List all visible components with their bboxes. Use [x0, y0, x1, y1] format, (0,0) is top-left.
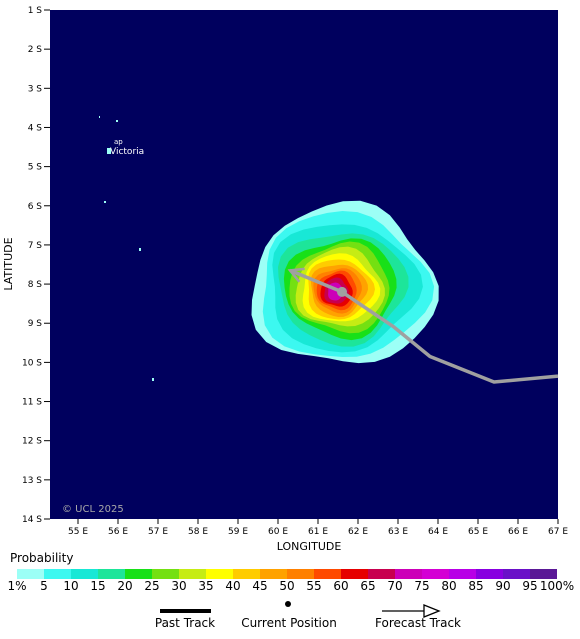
scale-swatch: [17, 569, 44, 579]
lat-tick-label: 9 S: [28, 319, 43, 329]
lon-tick-label: 58 E: [188, 527, 208, 537]
lat-tick-label: 4 S: [28, 123, 43, 133]
lat-tick-label: 6 S: [28, 202, 43, 212]
scale-swatch: [530, 569, 557, 579]
legend-tick-label: 25: [144, 579, 160, 593]
lon-tick-label: 59 E: [228, 527, 248, 537]
legend-tick-label: 70: [387, 579, 403, 593]
lon-tick-label: 65 E: [468, 527, 488, 537]
island-shape: [107, 148, 111, 154]
scale-swatch: [287, 569, 314, 579]
scale-swatch: [179, 569, 206, 579]
legend-tick-label: 85: [468, 579, 484, 593]
island-shape: [139, 248, 141, 251]
place-label-victoria: Victoria: [110, 147, 144, 157]
lat-tick-label: 14 S: [22, 515, 42, 525]
legend-tick-label: 1%: [7, 579, 27, 593]
scale-swatch: [503, 569, 530, 579]
scale-swatch: [422, 569, 449, 579]
past-track-label: Past Track: [154, 616, 216, 630]
lon-tick-label: 60 E: [268, 527, 288, 537]
lat-tick-label: 7 S: [28, 241, 43, 251]
legend-tick-label: 45: [252, 579, 268, 593]
forecast-arrowhead-line: [287, 267, 305, 283]
legend-tick-label: 10: [63, 579, 79, 593]
lon-tick-label: 66 E: [508, 527, 528, 537]
lat-tick-label: 12 S: [22, 437, 42, 447]
legend-title: Probability: [10, 551, 74, 565]
latitude-axis: 1 S 2 S 3 S 4 S 5 S 6 S 7 S 8 S 9 S 10 S 11 S 12 S 1…: [22, 6, 50, 525]
current-position-marker: [337, 286, 347, 297]
longitude-axis: 55 E 56 E 57 E 58 E 59 E 60 E 61 E 62 E 63 E 64 E…: [68, 519, 568, 537]
lon-tick-label: 67 E: [548, 527, 568, 537]
current-position-label: Current Position: [241, 616, 337, 630]
scale-swatch: [125, 569, 152, 579]
scale-swatch: [260, 569, 287, 579]
scale-swatch: [98, 569, 125, 579]
legend-tick-label: 60: [333, 579, 349, 593]
lat-tick-label: 5 S: [28, 163, 43, 173]
scale-swatch: [314, 569, 341, 579]
lat-tick-label: 8 S: [28, 280, 43, 290]
scale-swatch: [395, 569, 422, 579]
lat-tick-label: 11 S: [22, 398, 42, 408]
lon-tick-label: 55 E: [68, 527, 88, 537]
legend-tick-label: 55: [306, 579, 322, 593]
scale-swatch: [476, 569, 503, 579]
legend-tick-label: 15: [90, 579, 106, 593]
legend-tick-label: 100%: [539, 579, 575, 593]
copyright-text: © UCL 2025: [62, 504, 124, 515]
island-shape: [99, 116, 100, 118]
lon-tick-label: 56 E: [108, 527, 128, 537]
scale-swatch: [71, 569, 98, 579]
forecast-track-label: Forecast Track: [375, 616, 461, 630]
probability-field: [251, 200, 439, 364]
legend-tick-label: 5: [40, 579, 48, 593]
lat-tick-label: 1 S: [28, 6, 43, 16]
legend-tick-label: 80: [441, 579, 457, 593]
islands: [99, 116, 154, 381]
lon-tick-label: 63 E: [388, 527, 408, 537]
island-shape: [152, 378, 154, 381]
lat-tick-label: 2 S: [28, 45, 43, 55]
lat-tick-label: 10 S: [22, 358, 42, 368]
scale-swatch: [233, 569, 260, 579]
legend-tick-label: 40: [225, 579, 241, 593]
scale-swatch: [152, 569, 179, 579]
scale-swatch: [206, 569, 233, 579]
scale-swatch: [44, 569, 71, 579]
lon-tick-label: 64 E: [428, 527, 448, 537]
probability-color-scale: [17, 569, 557, 579]
legend-tick-label: 95: [522, 579, 538, 593]
legend-tick-label: 50: [279, 579, 295, 593]
legend-tick-label: 35: [198, 579, 214, 593]
lat-tick-label: 3 S: [28, 84, 43, 94]
island-shape: [116, 120, 118, 122]
storm-track: [289, 268, 559, 384]
legend-tick-label: 20: [117, 579, 133, 593]
legend-tick-label: 75: [414, 579, 430, 593]
forecast-arrowhead: [287, 267, 305, 283]
lat-tick-label: 13 S: [22, 476, 42, 486]
lon-tick-label: 57 E: [148, 527, 168, 537]
legend-tick-label: 65: [360, 579, 376, 593]
longitude-axis-title: LONGITUDE: [277, 540, 342, 553]
lon-tick-label: 61 E: [308, 527, 328, 537]
island-label: ap: [114, 138, 123, 146]
lon-tick-label: 62 E: [348, 527, 368, 537]
scale-swatch: [341, 569, 368, 579]
scale-swatch: [368, 569, 395, 579]
scale-swatch: [449, 569, 476, 579]
legend-tick-label: 30: [171, 579, 187, 593]
latitude-axis-title: LATITUDE: [2, 237, 15, 290]
island-shape: [104, 201, 106, 203]
legend-tick-label: 90: [495, 579, 511, 593]
